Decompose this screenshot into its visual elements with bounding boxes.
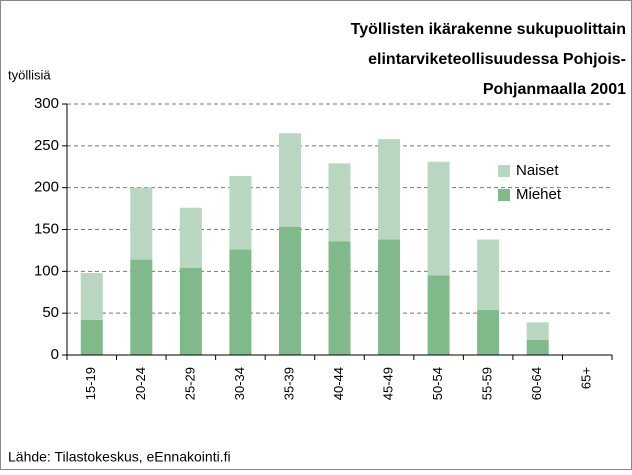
bar-segment bbox=[477, 239, 500, 310]
x-tick-label: 15-19 bbox=[83, 367, 98, 400]
bar-segment bbox=[278, 133, 301, 227]
bar-segment bbox=[378, 139, 401, 240]
x-tick-label: 40-44 bbox=[331, 367, 346, 400]
bar-segment bbox=[427, 275, 450, 355]
bar-segment bbox=[526, 339, 549, 355]
y-tick-label: 50 bbox=[42, 304, 59, 321]
x-tick-label: 30-34 bbox=[232, 367, 247, 400]
bar-segment bbox=[229, 175, 252, 250]
x-tick-label: 45-49 bbox=[380, 367, 395, 400]
bar-segment bbox=[179, 207, 202, 268]
y-tick-label: 150 bbox=[34, 220, 59, 237]
x-tick-label: 60-64 bbox=[529, 367, 544, 400]
legend-label: Miehet bbox=[516, 186, 562, 203]
x-tick-label: 50-54 bbox=[430, 367, 445, 400]
x-tick-label: 25-29 bbox=[182, 367, 197, 400]
x-tick-label: 55-59 bbox=[480, 367, 495, 400]
bar-segment bbox=[477, 309, 500, 355]
bar-segment bbox=[130, 259, 153, 355]
bar-segment bbox=[229, 249, 252, 355]
chart-title: Työllisten ikärakenne sukupuolittain bbox=[351, 21, 626, 38]
y-tick-label: 200 bbox=[34, 179, 59, 196]
y-tick-label: 300 bbox=[34, 95, 59, 112]
y-tick-label: 250 bbox=[34, 137, 59, 154]
x-tick-label: 65+ bbox=[579, 367, 594, 389]
bar-segment bbox=[526, 322, 549, 340]
chart-title: Pohjanmaalla 2001 bbox=[483, 81, 626, 98]
bar-segment bbox=[328, 163, 351, 242]
bar-segment bbox=[80, 319, 103, 355]
bar-segment bbox=[80, 273, 103, 320]
legend-swatch bbox=[498, 189, 510, 201]
x-tick-label: 20-24 bbox=[133, 367, 148, 400]
legend-swatch bbox=[498, 165, 510, 177]
y-tick-label: 100 bbox=[34, 262, 59, 279]
bar-segment bbox=[179, 267, 202, 355]
bar-segment bbox=[328, 241, 351, 355]
x-tick-label: 35-39 bbox=[281, 367, 296, 400]
source: Lähde: Tilastokeskus, eEnnakointi.fi bbox=[8, 449, 231, 465]
bar-segment bbox=[278, 226, 301, 355]
bar-segment bbox=[130, 187, 153, 260]
bar-segment bbox=[427, 161, 450, 276]
y-tick-label: 0 bbox=[51, 346, 59, 363]
bar-segment bbox=[378, 239, 401, 355]
y-axis-label: työllisiä bbox=[8, 67, 51, 82]
legend-label: Naiset bbox=[516, 162, 559, 179]
chart-title: elintarviketeollisuudessa Pohjois- bbox=[368, 51, 626, 68]
